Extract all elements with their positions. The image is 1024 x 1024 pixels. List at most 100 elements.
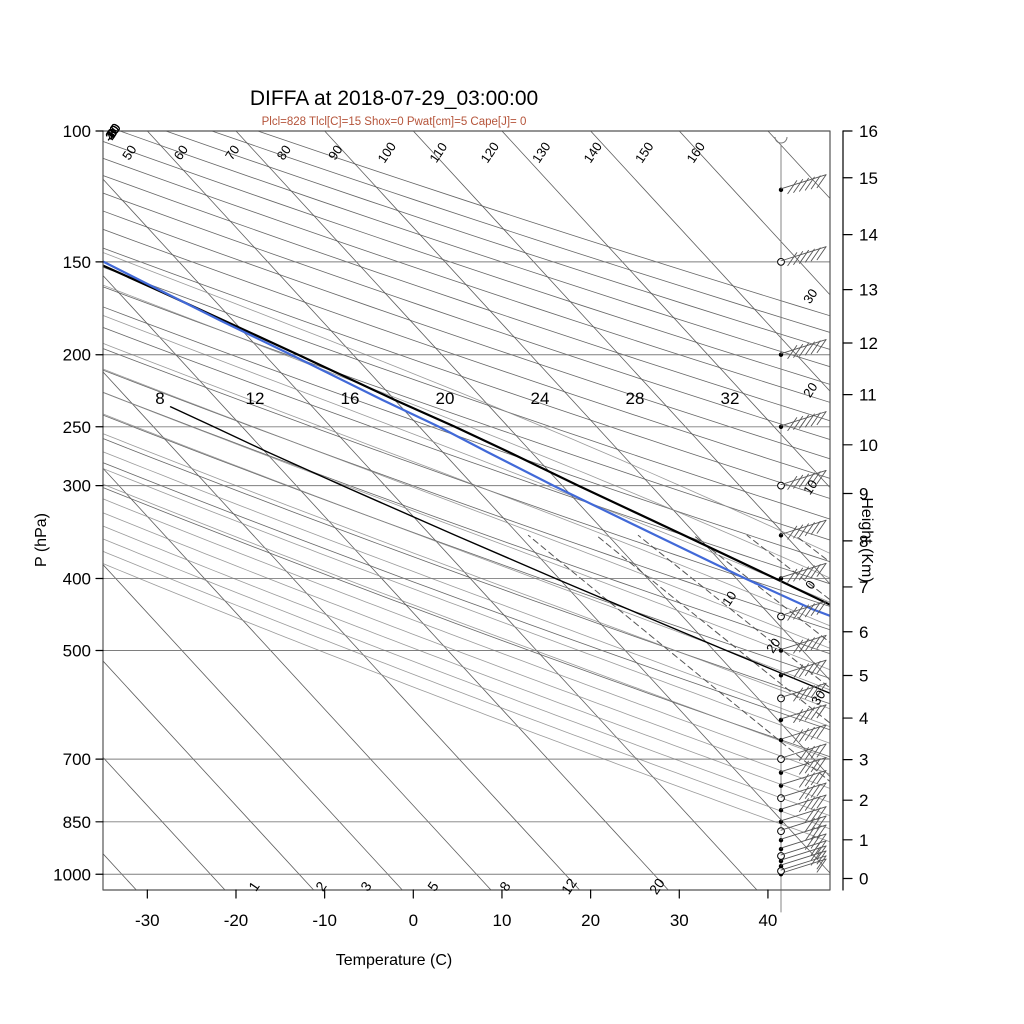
grid-label: 250 (63, 418, 91, 437)
barb-feather (793, 474, 804, 489)
isotherm (501, 131, 830, 489)
barb-feather (810, 825, 821, 840)
isotherm (590, 131, 830, 392)
isotherm (103, 853, 137, 890)
barb-feather (804, 522, 815, 537)
grid-label: 16 (341, 389, 360, 408)
barb-feather (816, 806, 827, 821)
barb-feather (816, 794, 827, 809)
barb-feather (799, 747, 809, 761)
wind-barb (778, 845, 827, 864)
barb-feather (787, 252, 798, 267)
moist-adiabat (103, 538, 830, 817)
barb-feather (816, 850, 827, 865)
barb-feather (804, 413, 815, 428)
barb-feather (816, 724, 827, 739)
moist-adiabat (103, 525, 830, 803)
wind-barb (778, 411, 827, 432)
barb-feather (804, 341, 815, 356)
grid-label: 1 (859, 831, 868, 850)
grid-label: 11 (859, 386, 877, 405)
barb-shaft (780, 246, 827, 262)
barb-feather (804, 784, 815, 799)
isotherm (857, 131, 1024, 890)
barb-feather (799, 760, 809, 775)
barb-feather (804, 817, 815, 832)
dry-adiabat (103, 247, 830, 499)
grid-label: 8 (496, 878, 514, 894)
barb-feather (810, 744, 821, 759)
barb-feather (799, 342, 809, 357)
grid-label: 13 (859, 281, 878, 300)
isotherm (103, 467, 492, 890)
grid-label: 30 (808, 687, 829, 707)
grid-label: 70 (222, 142, 243, 162)
grid-label: 400 (63, 569, 91, 588)
wind-barb (778, 757, 827, 775)
barb-feather (799, 523, 809, 538)
isotherm (103, 756, 226, 890)
barb-feather (793, 687, 804, 702)
isotherm (103, 178, 758, 890)
barb-feather (787, 525, 798, 540)
barb-feather (793, 567, 804, 582)
barb-feather (810, 660, 821, 675)
barb-shaft (780, 519, 827, 535)
dry-adiabat (103, 462, 830, 731)
grid-label: 7 (859, 578, 868, 597)
grid-label: 1 (245, 878, 263, 894)
isotherm (103, 274, 669, 890)
barb-feather (804, 772, 815, 787)
barb-feather (810, 684, 821, 698)
dry-adiabat (103, 210, 830, 460)
barb-shaft (780, 659, 827, 675)
barb-shaft (780, 470, 827, 486)
grid-label: 0 (802, 578, 818, 592)
grid-label: 0 (859, 869, 868, 888)
wind-barb (778, 806, 827, 824)
wind-barb (778, 519, 827, 540)
dry-adiabat (103, 192, 830, 441)
dry-adiabat (165, 131, 830, 350)
barb-feather (799, 473, 809, 488)
grid-label: 0 (409, 911, 418, 930)
barb-feather (804, 685, 815, 700)
barb-feather (787, 568, 798, 583)
barb-shaft (780, 840, 827, 856)
isotherm (767, 131, 830, 200)
wind-top-marker (774, 136, 788, 144)
sounding-temperature (103, 264, 830, 606)
dry-adiabat (103, 326, 830, 585)
grid-label: 12 (246, 389, 265, 408)
barb-feather (816, 659, 827, 674)
isotherm (0, 131, 48, 890)
grid-label: 3 (357, 878, 375, 894)
barb-feather (793, 664, 804, 679)
barb-feather (804, 726, 815, 741)
barb-feather (793, 605, 804, 620)
isotherm (103, 564, 403, 890)
grid-label: 90 (325, 142, 346, 162)
barb-feather (810, 834, 821, 849)
barb-shaft (780, 770, 827, 786)
moist-adiabat (103, 433, 830, 710)
barb-feather (810, 758, 821, 773)
barb-feather (810, 636, 821, 651)
wind-barb (777, 246, 827, 267)
wind-barb (778, 339, 827, 359)
barb-feather (810, 846, 821, 861)
grid-label: 100 (374, 139, 399, 165)
grid-label: 20 (800, 380, 821, 400)
wind-barb (777, 600, 827, 621)
barb-feather (804, 248, 815, 263)
barb-feather (799, 663, 809, 678)
barb-feather (816, 519, 827, 534)
grid-label: 6 (859, 623, 868, 642)
grid-label: 10 (102, 122, 123, 142)
grid-label: 3 (859, 751, 868, 770)
barb-feather (799, 707, 809, 722)
barb-feather (799, 728, 809, 742)
grid-label: -30 (101, 120, 124, 144)
barb-feather (804, 662, 815, 677)
